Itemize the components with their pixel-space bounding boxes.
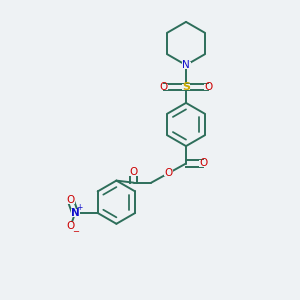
Text: O: O [130,167,138,177]
FancyBboxPatch shape [199,160,208,167]
Text: N: N [71,208,80,218]
Text: O: O [67,195,75,206]
FancyBboxPatch shape [71,209,80,217]
FancyBboxPatch shape [164,170,173,176]
Text: +: + [76,202,83,211]
FancyBboxPatch shape [204,84,213,90]
Text: S: S [182,82,190,92]
FancyBboxPatch shape [129,169,138,175]
Text: O: O [199,158,208,169]
Text: O: O [164,168,173,178]
FancyBboxPatch shape [159,84,168,90]
FancyBboxPatch shape [182,61,190,69]
Text: N: N [182,60,190,70]
Text: O: O [204,82,213,92]
FancyBboxPatch shape [66,197,76,204]
Text: −: − [72,227,79,236]
Text: O: O [159,82,168,92]
FancyBboxPatch shape [182,84,190,90]
FancyBboxPatch shape [66,222,76,229]
Text: O: O [67,220,75,231]
